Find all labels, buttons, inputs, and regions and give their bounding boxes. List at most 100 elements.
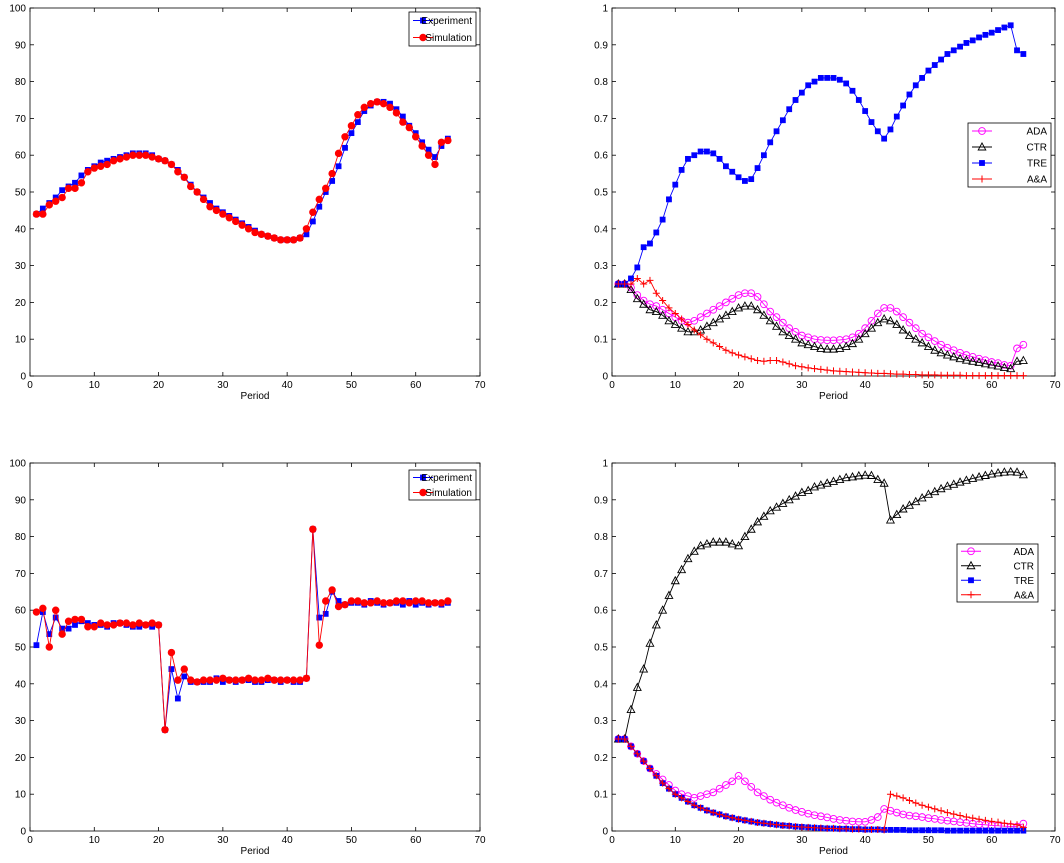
data-point <box>798 823 806 831</box>
legend-entry: ADA <box>972 127 1047 138</box>
data-point <box>816 480 826 489</box>
data-point <box>931 827 938 834</box>
data-point <box>379 599 388 607</box>
legend-label: CTR <box>1013 561 1034 572</box>
series-a-a <box>614 274 1027 380</box>
data-point <box>225 214 233 222</box>
y-tick-label: 90 <box>15 495 27 506</box>
data-point <box>58 630 66 638</box>
data-point <box>938 56 944 63</box>
data-point <box>753 293 762 301</box>
data-point <box>703 806 711 814</box>
data-point <box>982 827 989 834</box>
data-point <box>765 315 775 325</box>
data-point <box>924 371 932 379</box>
x-tick-label: 60 <box>410 380 422 391</box>
data-point <box>830 824 837 832</box>
data-point <box>154 155 163 163</box>
data-point <box>161 726 169 734</box>
data-point <box>727 306 737 316</box>
data-point <box>1013 821 1021 829</box>
data-point <box>900 102 907 109</box>
data-point <box>805 82 812 89</box>
data-point <box>672 181 679 188</box>
data-point <box>950 827 957 834</box>
data-point <box>995 27 1001 33</box>
data-point <box>804 823 812 831</box>
x-tick-label: 50 <box>346 835 358 846</box>
data-point <box>957 827 963 834</box>
data-point <box>1001 24 1008 31</box>
data-point <box>949 351 959 361</box>
legend-entry: Experiment <box>413 16 472 27</box>
legend-marker <box>419 488 427 497</box>
data-point <box>900 826 907 833</box>
data-point <box>715 784 724 793</box>
data-point <box>251 228 259 237</box>
data-point <box>71 615 79 624</box>
data-point <box>943 809 951 817</box>
x-tick-label: 70 <box>474 835 486 846</box>
data-point <box>879 478 889 487</box>
data-point <box>645 638 655 647</box>
data-point <box>773 821 781 829</box>
data-point <box>257 676 266 684</box>
x-tick-label: 70 <box>1049 380 1061 391</box>
y-tick-label: 0.2 <box>594 753 608 764</box>
data-point <box>880 369 888 377</box>
data-point <box>893 792 901 800</box>
data-point <box>835 474 845 484</box>
data-point <box>244 225 253 233</box>
x-tick-label: 40 <box>282 380 294 391</box>
data-point <box>771 321 782 330</box>
data-point <box>341 133 349 141</box>
data-point <box>187 182 195 191</box>
data-point <box>880 826 888 834</box>
data-point <box>684 320 692 328</box>
data-point <box>723 163 729 170</box>
data-point <box>257 230 266 239</box>
data-point <box>778 326 788 336</box>
data-point <box>632 682 642 691</box>
data-point <box>759 511 769 520</box>
x-axis-label: Period <box>241 391 270 402</box>
data-point <box>765 505 775 515</box>
legend-label: CTR <box>1026 143 1047 154</box>
y-tick-label: 50 <box>15 188 27 199</box>
data-point <box>898 504 908 513</box>
data-point <box>942 350 952 359</box>
data-point <box>148 619 156 627</box>
data-point <box>828 344 839 353</box>
data-point <box>771 502 782 511</box>
data-point <box>702 321 712 330</box>
data-point <box>690 326 698 334</box>
data-point <box>444 597 452 605</box>
y-tick-label: 100 <box>9 4 26 15</box>
data-point <box>866 323 877 332</box>
data-point <box>836 76 843 83</box>
legend-label: A&A <box>1027 175 1047 186</box>
data-point <box>961 355 971 364</box>
data-point <box>354 119 361 125</box>
data-point <box>931 62 938 68</box>
data-point <box>264 674 272 682</box>
data-point <box>283 676 291 684</box>
data-point <box>129 621 137 629</box>
y-tick-label: 0.8 <box>594 77 608 88</box>
data-point <box>116 619 124 627</box>
x-tick-label: 60 <box>986 835 998 846</box>
data-point <box>670 319 680 328</box>
data-point <box>1007 22 1014 29</box>
data-point <box>904 500 914 509</box>
data-point <box>994 372 1002 380</box>
data-point <box>666 196 672 203</box>
data-point <box>1014 47 1020 54</box>
data-point <box>880 304 888 312</box>
data-point <box>778 498 788 507</box>
data-point <box>848 825 856 833</box>
data-point <box>665 785 673 793</box>
data-point <box>664 315 674 325</box>
data-point <box>722 781 730 789</box>
data-point <box>943 371 951 379</box>
data-point <box>640 244 647 251</box>
